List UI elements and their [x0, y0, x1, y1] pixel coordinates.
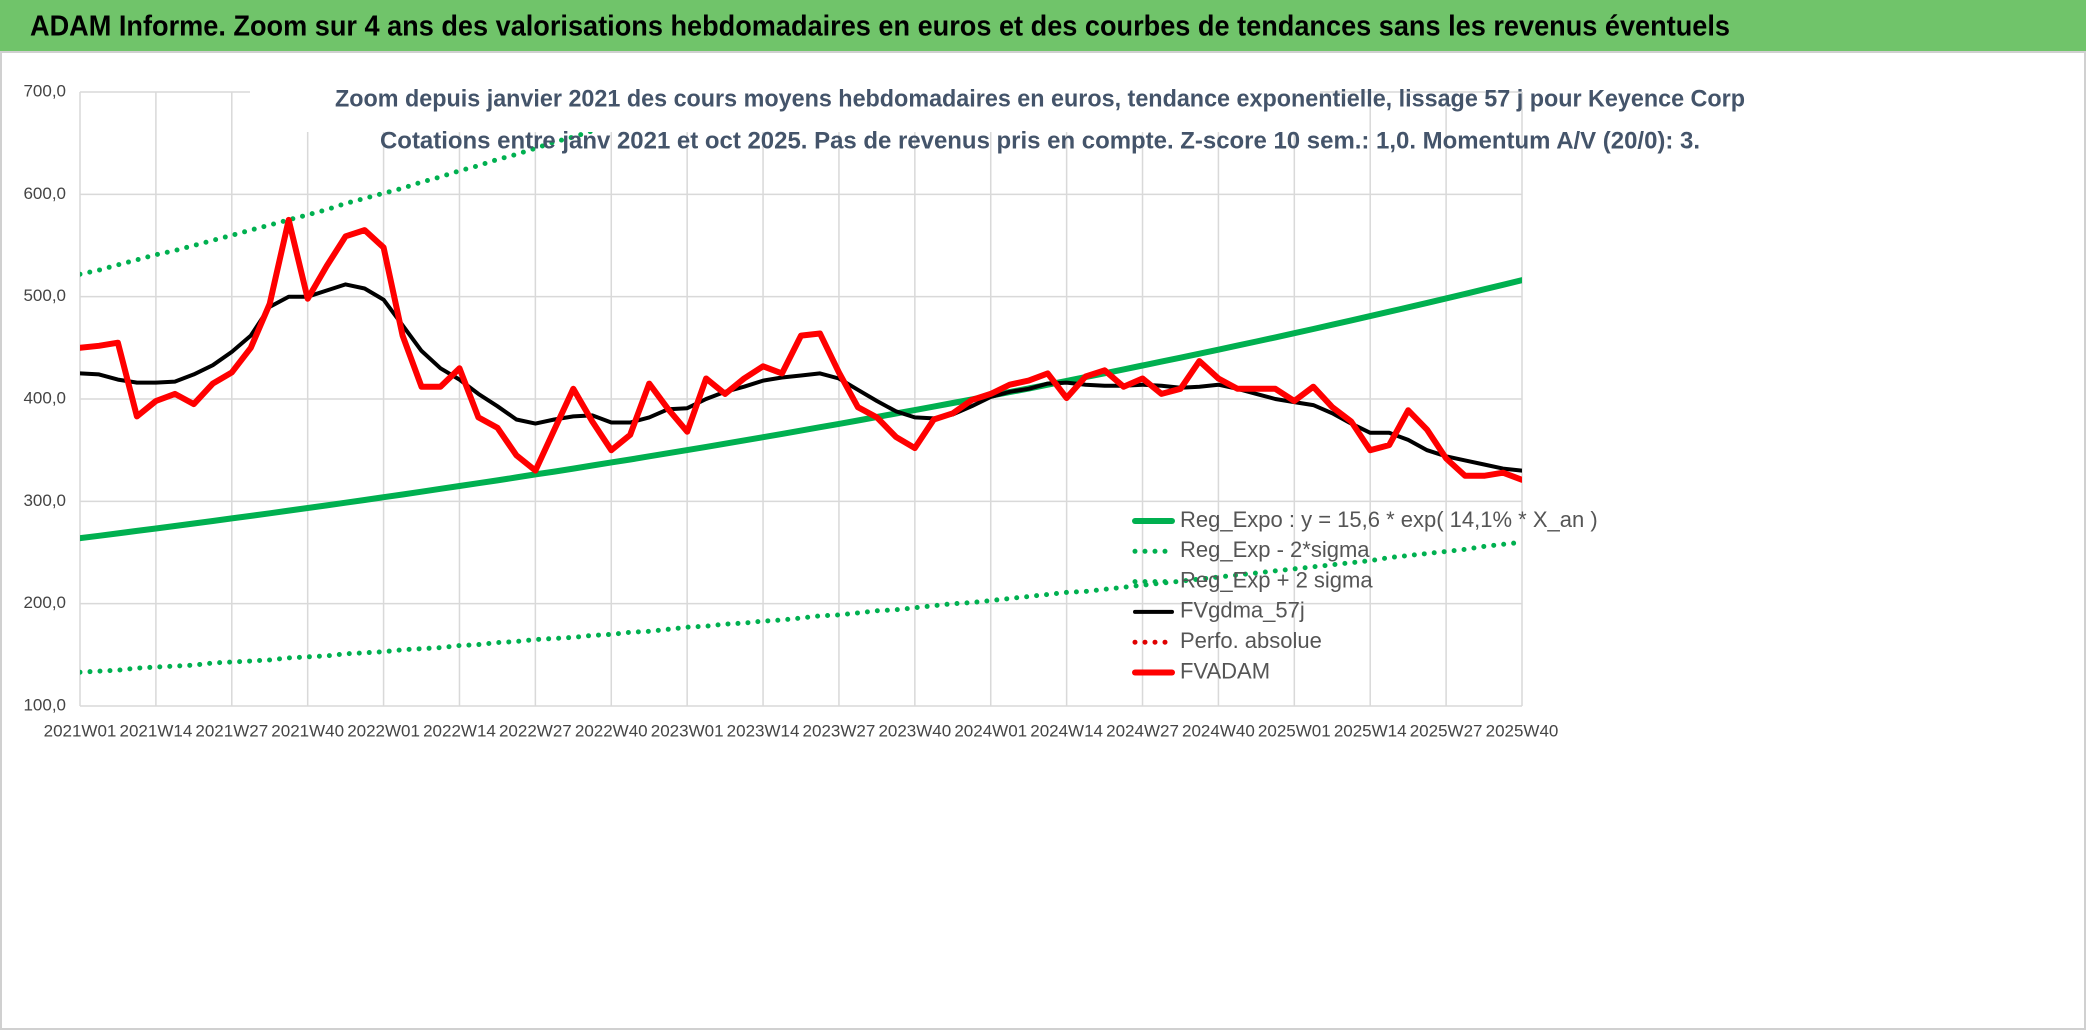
- page-title: ADAM Informe. Zoom sur 4 ans des valoris…: [30, 11, 1730, 43]
- x-tick-label: 2024W01: [954, 721, 1027, 740]
- chart-frame: [0, 51, 2086, 1030]
- x-tick-label: 2025W14: [1334, 721, 1407, 740]
- x-tick-label: 2021W14: [120, 721, 193, 740]
- x-tick-label: 2022W27: [499, 721, 572, 740]
- legend-label: FVADAM: [1180, 658, 1270, 683]
- x-tick-label: 2023W40: [878, 721, 951, 740]
- x-tick-label: 2022W40: [575, 721, 648, 740]
- y-tick-label: 400,0: [23, 388, 66, 407]
- chart-subtitle: Cotations entre janv 2021 et oct 2025. P…: [380, 127, 1700, 154]
- series-line: [80, 277, 1522, 542]
- x-tick-label: 2023W27: [803, 721, 876, 740]
- series-line: [80, 539, 1522, 675]
- x-tick-label: 2024W27: [1106, 721, 1179, 740]
- y-tick-label: 700,0: [23, 81, 66, 100]
- y-tick-label: 500,0: [23, 286, 66, 305]
- x-tick-label: 2022W14: [423, 721, 496, 740]
- series-line: [80, 216, 1522, 483]
- y-tick-label: 200,0: [23, 593, 66, 612]
- y-tick-label: 600,0: [23, 184, 66, 203]
- x-tick-label: 2021W40: [271, 721, 344, 740]
- x-tick-label: 2024W40: [1182, 721, 1255, 740]
- series-line: [80, 282, 1522, 473]
- x-tick-label: 2023W14: [727, 721, 800, 740]
- x-tick-label: 2025W40: [1486, 721, 1559, 740]
- title-background: [250, 58, 1320, 132]
- series-line: [80, 92, 721, 277]
- x-tick-label: 2024W14: [1030, 721, 1103, 740]
- legend-label: FVgdma_57j: [1180, 598, 1305, 623]
- x-tick-label: 2022W01: [347, 721, 420, 740]
- legend-label: Reg_Expo : y = 15,6 * exp( 14,1% * X_an …: [1180, 507, 1598, 532]
- x-tick-label: 2021W27: [195, 721, 268, 740]
- legend-label: Reg_Exp - 2*sigma: [1180, 537, 1370, 562]
- chart-title: Zoom depuis janvier 2021 des cours moyen…: [335, 85, 1745, 112]
- x-tick-label: 2025W27: [1410, 721, 1483, 740]
- legend-label: Reg_Exp + 2 sigma: [1180, 567, 1373, 592]
- y-tick-label: 100,0: [23, 695, 66, 714]
- x-tick-label: 2021W01: [44, 721, 117, 740]
- x-tick-label: 2023W01: [651, 721, 724, 740]
- x-tick-label: 2025W01: [1258, 721, 1331, 740]
- y-tick-label: 300,0: [23, 491, 66, 510]
- legend-label: Perfo. absolue: [1180, 628, 1322, 653]
- banner: [0, 0, 2086, 52]
